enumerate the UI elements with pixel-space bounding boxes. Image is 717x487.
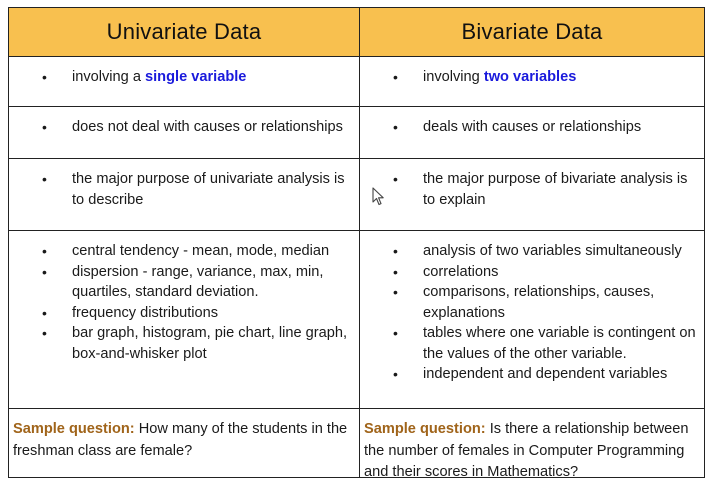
highlight-text: single variable [145,69,247,85]
bullet-list: • involving a single variable [9,67,355,88]
list-item: • correlations [360,262,700,283]
table-header-row: Univariate Data Bivariate Data [8,7,705,56]
table-row: • the major purpose of univariate analys… [8,158,705,230]
bullet-icon: • [42,304,47,321]
list-item: • involving two variables [360,67,700,88]
bullet-icon: • [393,119,398,135]
item-text: the major purpose of bivariate analysis … [423,171,688,208]
header-bivariate-title: Bivariate Data [461,19,603,44]
item-text: dispersion - range, variance, max, min, … [72,263,324,301]
bullet-icon: • [42,243,47,259]
bivariate-cell: • the major purpose of bivariate analysi… [359,158,705,230]
bivariate-cell: • deals with causes or relationships [359,106,705,158]
bullet-icon: • [42,263,47,280]
bullet-list: • the major purpose of univariate analys… [9,169,355,210]
header-bivariate: Bivariate Data [359,7,705,56]
bivariate-cell: • involving two variables [359,56,705,106]
table-row: • central tendency - mean, mode, median •… [8,230,705,408]
bivariate-sample-cell: Sample question: Is there a relationship… [359,408,705,478]
item-text: correlations [423,263,499,280]
item-text: the major purpose of univariate analysis… [72,171,345,208]
item-text: deals with causes or relationships [423,119,642,135]
bullet-icon: • [42,325,47,341]
item-text: does not deal with causes or relationshi… [72,119,343,135]
univariate-cell: • the major purpose of univariate analys… [8,158,359,230]
sample-question-label: Sample question: [13,421,135,437]
item-text: tables where one variable is contingent … [423,325,696,362]
list-item: • frequency distributions [9,303,355,324]
list-item: • the major purpose of bivariate analysi… [360,169,700,210]
list-item: • bar graph, histogram, pie chart, line g… [9,323,355,364]
comparison-table: Univariate Data Bivariate Data • involvi… [8,7,705,478]
bullet-list: • analysis of two variables simultaneousl… [360,241,700,385]
list-item: • analysis of two variables simultaneousl… [360,241,700,262]
item-text: involving [423,69,484,85]
item-text: analysis of two variables simultaneously [423,243,682,259]
bullet-icon: • [42,171,47,187]
bullet-list: • deals with causes or relationships [360,117,700,138]
bullet-list: • does not deal with causes or relations… [9,117,355,138]
mouse-pointer-icon [372,187,384,206]
sample-question: Sample question: How many of the student… [13,419,355,462]
sample-question-text: How many of the students in the freshman… [13,421,348,459]
univariate-cell: • involving a single variable [8,56,359,106]
bullet-icon: • [42,69,47,85]
item-text: bar graph, histogram, pie chart, line gr… [72,325,348,362]
item-text: independent and dependent variables [423,366,668,382]
item-text: comparisons, relationships, causes, expl… [423,284,655,321]
list-item: • dispersion - range, variance, max, min,… [9,262,355,303]
bullet-icon: • [393,69,398,85]
header-univariate: Univariate Data [8,7,359,56]
highlight-text: two variables [483,69,577,85]
univariate-sample-cell: Sample question: How many of the student… [8,408,359,478]
table-row: • involving a single variable • involvin… [8,56,705,106]
bivariate-cell: • analysis of two variables simultaneousl… [359,230,705,408]
list-item: • central tendency - mean, mode, median [9,241,355,262]
bullet-list: • the major purpose of bivariate analysi… [360,169,700,210]
univariate-cell: • central tendency - mean, mode, median •… [8,230,359,408]
bullet-icon: • [393,263,398,280]
item-text: involving a [72,69,146,85]
sample-question-label: Sample question: [364,421,486,437]
bullet-icon: • [393,243,398,259]
univariate-cell: • does not deal with causes or relations… [8,106,359,158]
bullet-icon: • [42,119,47,135]
sample-question-text: Is there a relationship between the numb… [364,421,689,478]
list-item: • deals with causes or relationships [360,117,700,138]
list-item: • the major purpose of univariate analys… [9,169,355,210]
list-item: • independent and dependent variables [360,364,700,385]
list-item: • does not deal with causes or relations… [9,117,355,138]
item-text: central tendency - mean, mode, median [72,243,330,259]
bullet-list: • involving two variables [360,67,700,88]
table-row: • does not deal with causes or relations… [8,106,705,158]
sample-question: Sample question: Is there a relationship… [364,419,700,478]
bullet-icon: • [393,366,398,382]
bullet-icon: • [393,325,398,341]
list-item: • tables where one variable is contingent… [360,323,700,364]
bullet-icon: • [393,284,398,300]
header-univariate-title: Univariate Data [106,19,262,44]
bullet-icon: • [393,171,398,187]
list-item: • comparisons, relationships, causes, exp… [360,282,700,323]
list-item: • involving a single variable [9,67,355,88]
sample-question-row: Sample question: How many of the student… [8,408,705,478]
bullet-list: • central tendency - mean, mode, median •… [9,241,355,364]
item-text: frequency distributions [72,304,219,321]
